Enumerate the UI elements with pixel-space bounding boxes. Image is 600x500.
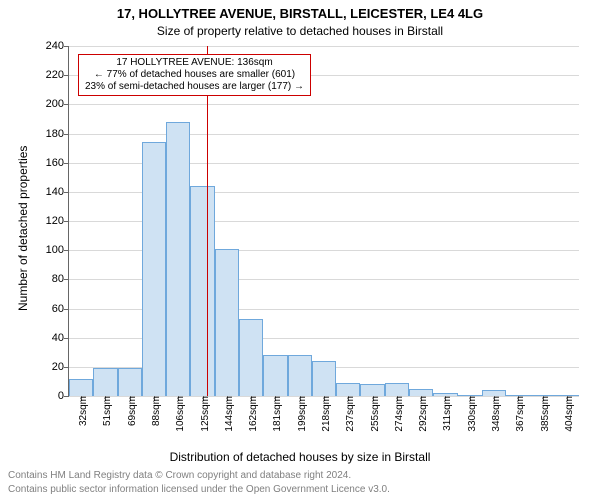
histogram-bar [409, 389, 433, 396]
y-tick-label: 200 [46, 98, 69, 110]
chart-title: 17, HOLLYTREE AVENUE, BIRSTALL, LEICESTE… [0, 6, 600, 21]
x-tick-label: 144sqm [219, 396, 235, 432]
x-tick-label: 237sqm [340, 396, 356, 432]
x-tick-label: 88sqm [146, 396, 162, 426]
histogram-bar [288, 355, 312, 396]
x-tick-label: 348sqm [486, 396, 502, 432]
histogram-bar [118, 368, 142, 396]
y-tick-label: 220 [46, 69, 69, 81]
histogram-bar [239, 319, 263, 396]
histogram-bar [69, 379, 93, 397]
x-tick-label: 404sqm [559, 396, 575, 432]
x-tick-label: 330sqm [462, 396, 478, 432]
y-tick-label: 120 [46, 215, 69, 227]
histogram-bar [263, 355, 287, 396]
x-tick-label: 162sqm [243, 396, 259, 432]
annotation-line: 17 HOLLYTREE AVENUE: 136sqm [85, 57, 304, 69]
y-tick-label: 80 [52, 273, 69, 285]
histogram-bar [190, 186, 214, 396]
histogram-bar [166, 122, 190, 396]
histogram-bar [215, 249, 239, 396]
histogram-bar [142, 142, 166, 396]
x-tick-label: 292sqm [413, 396, 429, 432]
y-gridline [69, 46, 579, 47]
chart-subtitle: Size of property relative to detached ho… [0, 24, 600, 38]
x-tick-label: 199sqm [292, 396, 308, 432]
x-tick-label: 274sqm [389, 396, 405, 432]
y-tick-label: 100 [46, 244, 69, 256]
x-tick-label: 255sqm [365, 396, 381, 432]
y-gridline [69, 104, 579, 105]
x-axis-label: Distribution of detached houses by size … [0, 450, 600, 464]
histogram-bar [312, 361, 336, 396]
histogram-plot: 02040608010012014016018020022024032sqm51… [68, 46, 579, 397]
x-tick-label: 367sqm [510, 396, 526, 432]
x-tick-label: 106sqm [170, 396, 186, 432]
y-tick-label: 180 [46, 128, 69, 140]
y-gridline [69, 134, 579, 135]
x-tick-label: 69sqm [122, 396, 138, 426]
property-marker-line [207, 46, 208, 396]
x-tick-label: 125sqm [195, 396, 211, 432]
histogram-bar [385, 383, 409, 396]
y-tick-label: 60 [52, 303, 69, 315]
annotation-line: ← 77% of detached houses are smaller (60… [85, 69, 304, 81]
y-axis-label: Number of detached properties [16, 146, 30, 311]
y-tick-label: 20 [52, 361, 69, 373]
attribution-line-1: Contains HM Land Registry data © Crown c… [8, 470, 351, 481]
y-tick-label: 140 [46, 186, 69, 198]
y-tick-label: 240 [46, 40, 69, 52]
y-tick-label: 160 [46, 157, 69, 169]
histogram-bar [360, 384, 384, 396]
y-tick-label: 0 [58, 390, 69, 402]
histogram-bar [336, 383, 360, 396]
x-tick-label: 218sqm [316, 396, 332, 432]
x-tick-label: 385sqm [535, 396, 551, 432]
x-tick-label: 311sqm [437, 396, 453, 431]
histogram-bar [93, 368, 117, 396]
property-annotation-box: 17 HOLLYTREE AVENUE: 136sqm← 77% of deta… [78, 54, 311, 96]
x-tick-label: 51sqm [97, 396, 113, 426]
attribution-line-2: Contains public sector information licen… [8, 484, 390, 495]
x-tick-label: 181sqm [267, 396, 283, 432]
annotation-line: 23% of semi-detached houses are larger (… [85, 81, 304, 93]
y-tick-label: 40 [52, 332, 69, 344]
x-tick-label: 32sqm [73, 396, 89, 426]
